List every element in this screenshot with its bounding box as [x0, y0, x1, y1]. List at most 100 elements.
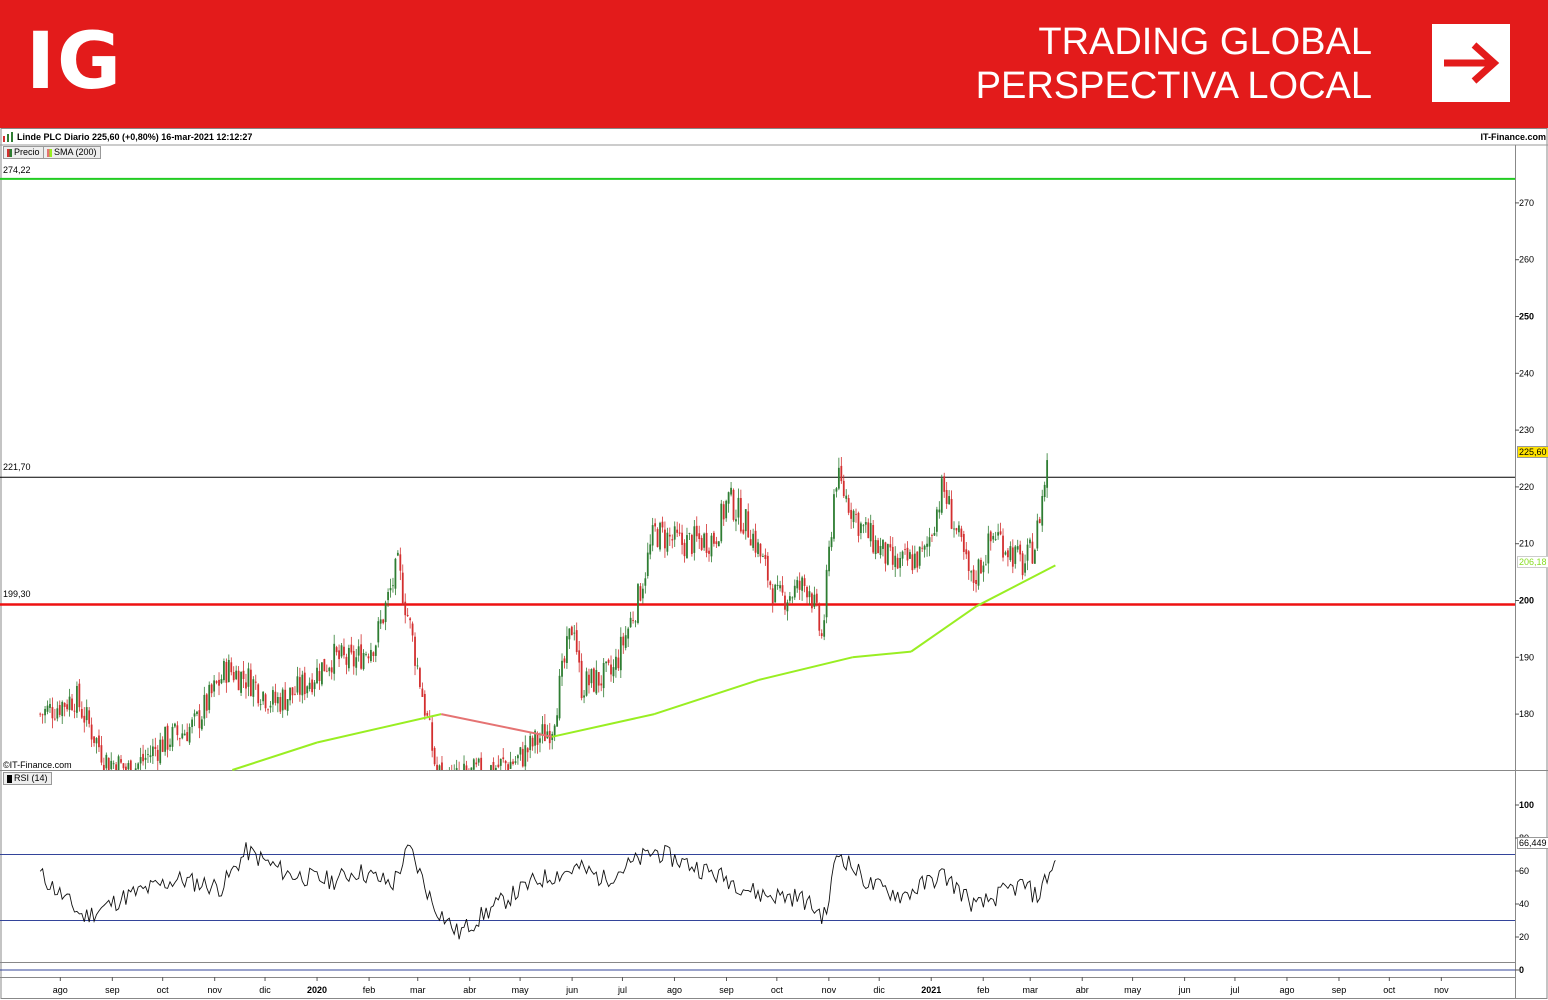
- candle-body: [252, 679, 255, 697]
- candle-body: [801, 577, 804, 591]
- candle-body: [149, 755, 152, 758]
- candle-body: [377, 621, 380, 643]
- candle-body: [401, 572, 404, 605]
- candle-body: [901, 551, 904, 559]
- chart-info-bar: Linde PLC Diario 225,60 (+0,80%) 16-mar-…: [2, 131, 252, 143]
- candle-body: [247, 668, 250, 687]
- candle-body: [977, 559, 980, 586]
- candle-body: [1004, 552, 1007, 555]
- candle-body: [639, 586, 642, 601]
- candle-body: [414, 636, 416, 666]
- rsi-line: [39, 842, 1056, 940]
- x-tick-label: dic: [873, 985, 885, 995]
- candle-body: [710, 535, 713, 557]
- candle-body: [426, 713, 429, 716]
- candle-body: [688, 533, 691, 534]
- candle-body: [644, 578, 647, 586]
- candle-body: [818, 605, 821, 631]
- candle-body: [629, 617, 632, 628]
- sma-segment: [910, 605, 978, 653]
- candle-body: [911, 554, 914, 571]
- candle-body: [671, 539, 674, 541]
- candle-body: [864, 522, 867, 525]
- candle-body: [749, 539, 752, 546]
- candle-body: [193, 713, 196, 717]
- candle-body: [419, 668, 421, 687]
- candle-body: [85, 707, 88, 721]
- candle-body: [860, 523, 862, 534]
- candle-body: [350, 644, 353, 653]
- candle-body: [1041, 496, 1044, 526]
- candle-body: [416, 665, 419, 667]
- candle-body: [249, 669, 252, 696]
- candle-body: [83, 715, 86, 723]
- rsi-y-tick-label: 40: [1519, 899, 1529, 909]
- candle-body: [965, 549, 968, 555]
- candle-body: [200, 719, 203, 730]
- x-tick-label: ago: [53, 985, 68, 995]
- legend-price[interactable]: Precio: [3, 146, 44, 159]
- candle-body: [634, 621, 637, 623]
- candle-body: [198, 710, 201, 729]
- candle-body: [176, 725, 179, 736]
- candle-body: [220, 679, 223, 684]
- candle-body: [504, 760, 507, 764]
- candle-body: [926, 543, 928, 547]
- candle-body: [534, 730, 536, 746]
- legend-price-label: Precio: [14, 147, 40, 157]
- it-finance-brand[interactable]: IT-Finance.com: [1480, 132, 1546, 142]
- legend-rsi-label: RSI (14): [14, 773, 48, 783]
- candle-body: [338, 650, 340, 660]
- x-tick-label: sep: [1332, 985, 1347, 995]
- candle-body: [776, 584, 779, 586]
- candle-body: [1007, 550, 1009, 558]
- candle-body: [661, 521, 664, 528]
- rsi-value-tag: 66,449: [1517, 837, 1548, 849]
- candle-body: [117, 756, 120, 770]
- candle-body: [588, 674, 590, 686]
- candle-body: [325, 670, 328, 672]
- candle-body: [524, 745, 527, 767]
- candle-body: [289, 687, 291, 701]
- candle-body: [664, 529, 666, 549]
- candle-body: [686, 535, 688, 559]
- y-tick-label: 200: [1519, 596, 1534, 606]
- candle-body: [208, 684, 211, 710]
- ig-logo[interactable]: IG: [26, 17, 124, 107]
- candle-body: [1043, 484, 1046, 498]
- candle-body: [330, 667, 333, 673]
- candle-body: [774, 584, 777, 603]
- candle-body: [441, 762, 443, 770]
- candle-body: [514, 761, 517, 763]
- candle-body: [242, 670, 245, 680]
- candle-body: [274, 691, 277, 703]
- candle-body: [592, 668, 595, 692]
- candle-body: [90, 724, 93, 740]
- candle-body: [882, 539, 884, 549]
- candle-body: [110, 760, 113, 770]
- candle-body: [137, 763, 140, 769]
- arrow-right-button[interactable]: [1432, 24, 1510, 102]
- candle-body: [174, 723, 176, 727]
- candle-body: [950, 498, 953, 529]
- candle-body: [813, 594, 816, 607]
- x-tick-label: oct: [771, 985, 784, 995]
- candle-body: [590, 669, 593, 684]
- legend-rsi[interactable]: RSI (14): [3, 772, 52, 785]
- level-label-upper: 274,22: [3, 165, 31, 175]
- candle-body: [218, 679, 220, 686]
- candle-body: [960, 528, 963, 538]
- candle-body: [933, 532, 936, 536]
- candle-body: [769, 581, 772, 586]
- tagline-line2: PERSPECTIVA LOCAL: [975, 65, 1372, 107]
- candle-body: [595, 670, 598, 694]
- candle-body: [585, 671, 588, 696]
- candle-body: [245, 682, 247, 689]
- tagline-line1: TRADING GLOBAL: [1038, 21, 1372, 63]
- candle-body: [923, 545, 926, 550]
- candle-body: [857, 512, 860, 536]
- price-chart[interactable]: 1801902002102202302402502602700204060801…: [0, 128, 1548, 1000]
- legend-sma[interactable]: SMA (200): [43, 146, 101, 159]
- candle-body: [509, 761, 512, 769]
- candle-body: [543, 724, 546, 742]
